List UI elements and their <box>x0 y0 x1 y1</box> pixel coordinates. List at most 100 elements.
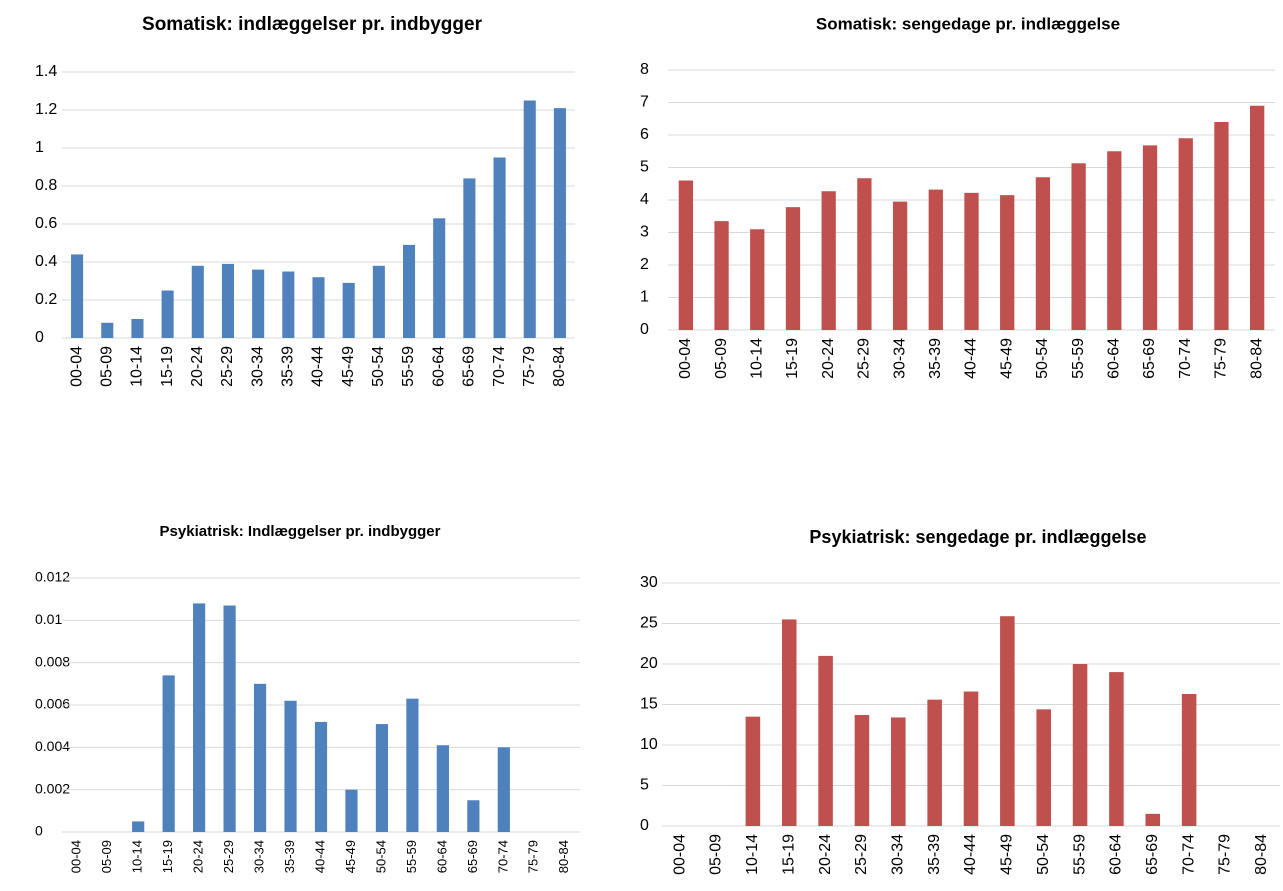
x-tick-label: 60-64 <box>1108 834 1125 875</box>
bar <box>821 191 836 330</box>
x-tick-label: 70-74 <box>1180 834 1197 875</box>
y-tick-label: 5 <box>640 159 649 176</box>
y-tick-label: 1.4 <box>35 63 57 80</box>
bar <box>221 263 235 338</box>
bar <box>750 229 765 330</box>
x-tick-label: 20-24 <box>191 840 206 873</box>
y-tick-label: 10 <box>640 736 658 753</box>
x-tick-label: 80-84 <box>556 840 571 873</box>
y-tick-label: 20 <box>640 655 658 672</box>
bar <box>892 201 908 330</box>
x-tick-label: 20-24 <box>817 834 834 875</box>
y-tick-label: 0.8 <box>35 177 57 194</box>
x-tick-label: 80-84 <box>1253 834 1270 875</box>
y-tick-label: 0.012 <box>35 569 70 585</box>
y-tick-label: 25 <box>640 615 658 632</box>
x-tick-label: 15-19 <box>780 834 797 875</box>
bar <box>402 244 416 338</box>
x-tick-label: 00-04 <box>671 834 688 875</box>
x-tick-label: 50-54 <box>373 840 388 873</box>
x-tick-label: 00-04 <box>69 840 84 873</box>
y-tick-label: 4 <box>640 191 649 208</box>
bar <box>406 698 419 832</box>
bar <box>1107 151 1122 330</box>
x-tick-label: 10-14 <box>130 840 145 873</box>
x-tick-label: 65-69 <box>1144 834 1161 875</box>
y-tick-label: 2 <box>640 256 649 273</box>
x-tick-label: 35-39 <box>282 840 297 873</box>
y-tick-label: 0.01 <box>35 611 62 627</box>
y-tick-label: 7 <box>640 94 649 111</box>
bar <box>463 178 476 338</box>
x-tick-label: 75-79 <box>1217 834 1234 875</box>
x-tick-label: 35-39 <box>280 346 297 387</box>
y-tick-label: 3 <box>640 224 649 241</box>
chart-title: Psykiatrisk: Indlæggelser pr. indbygger <box>160 523 441 540</box>
x-tick-label: 40-44 <box>962 834 979 875</box>
bar <box>857 178 872 330</box>
bar <box>523 100 536 338</box>
bar <box>928 189 943 330</box>
x-tick-label: 30-34 <box>249 346 266 387</box>
x-tick-label: 30-34 <box>890 834 907 875</box>
y-tick-label: 1 <box>640 289 649 306</box>
x-tick-label: 05-09 <box>98 346 115 387</box>
bar <box>193 603 206 832</box>
x-tick-label: 15-19 <box>159 346 176 387</box>
y-tick-label: 0 <box>640 321 649 338</box>
y-tick-label: 0.002 <box>35 780 70 796</box>
x-tick-label: 55-59 <box>1070 338 1087 379</box>
bar <box>1036 709 1051 826</box>
bar <box>1035 177 1051 330</box>
x-tick-label: 70-74 <box>495 840 510 873</box>
bar <box>252 269 265 338</box>
bar <box>253 683 267 832</box>
y-tick-label: 0.6 <box>35 215 57 232</box>
bar <box>312 277 325 338</box>
x-tick-label: 25-29 <box>221 840 236 873</box>
x-tick-label: 40-44 <box>310 346 327 387</box>
x-tick-label: 30-34 <box>891 338 908 379</box>
y-tick-label: 30 <box>640 574 658 591</box>
x-tick-label: 60-64 <box>1106 338 1123 379</box>
bar <box>1072 664 1088 826</box>
y-tick-label: 15 <box>640 696 658 713</box>
x-tick-label: 75-79 <box>521 346 538 387</box>
bar <box>553 108 566 338</box>
bar <box>282 271 295 338</box>
bar <box>745 716 761 826</box>
bar <box>191 265 204 338</box>
y-tick-label: 0.004 <box>35 738 70 754</box>
bar <box>1000 616 1015 826</box>
x-tick-label: 25-29 <box>219 346 236 387</box>
chart-title: Somatisk: indlæggelser pr. indbygger <box>142 14 483 35</box>
y-tick-label: 0.4 <box>35 253 57 270</box>
y-tick-label: 8 <box>640 61 649 78</box>
bar <box>964 192 979 330</box>
y-tick-label: 0.008 <box>35 653 70 669</box>
bar <box>342 282 355 338</box>
x-tick-label: 15-19 <box>784 338 801 379</box>
x-tick-label: 55-59 <box>400 346 417 387</box>
bar <box>927 699 942 826</box>
bar <box>1145 813 1161 826</box>
x-tick-label: 20-24 <box>189 346 206 387</box>
x-tick-label: 55-59 <box>1071 834 1088 875</box>
bar <box>223 605 236 832</box>
y-tick-label: 5 <box>640 777 649 794</box>
x-tick-label: 75-79 <box>1213 338 1230 379</box>
x-tick-label: 45-49 <box>998 338 1015 379</box>
x-tick-label: 30-34 <box>251 840 266 873</box>
y-tick-label: 0 <box>35 823 43 839</box>
x-tick-label: 05-09 <box>713 338 730 379</box>
x-tick-label: 20-24 <box>820 338 837 379</box>
x-tick-label: 60-64 <box>430 346 447 387</box>
x-tick-label: 45-49 <box>343 840 358 873</box>
x-tick-label: 45-49 <box>340 346 357 387</box>
x-tick-label: 00-04 <box>68 346 85 387</box>
bar <box>71 254 84 338</box>
x-tick-label: 45-49 <box>999 834 1016 875</box>
bar <box>131 319 144 338</box>
x-tick-label: 65-69 <box>465 840 480 873</box>
